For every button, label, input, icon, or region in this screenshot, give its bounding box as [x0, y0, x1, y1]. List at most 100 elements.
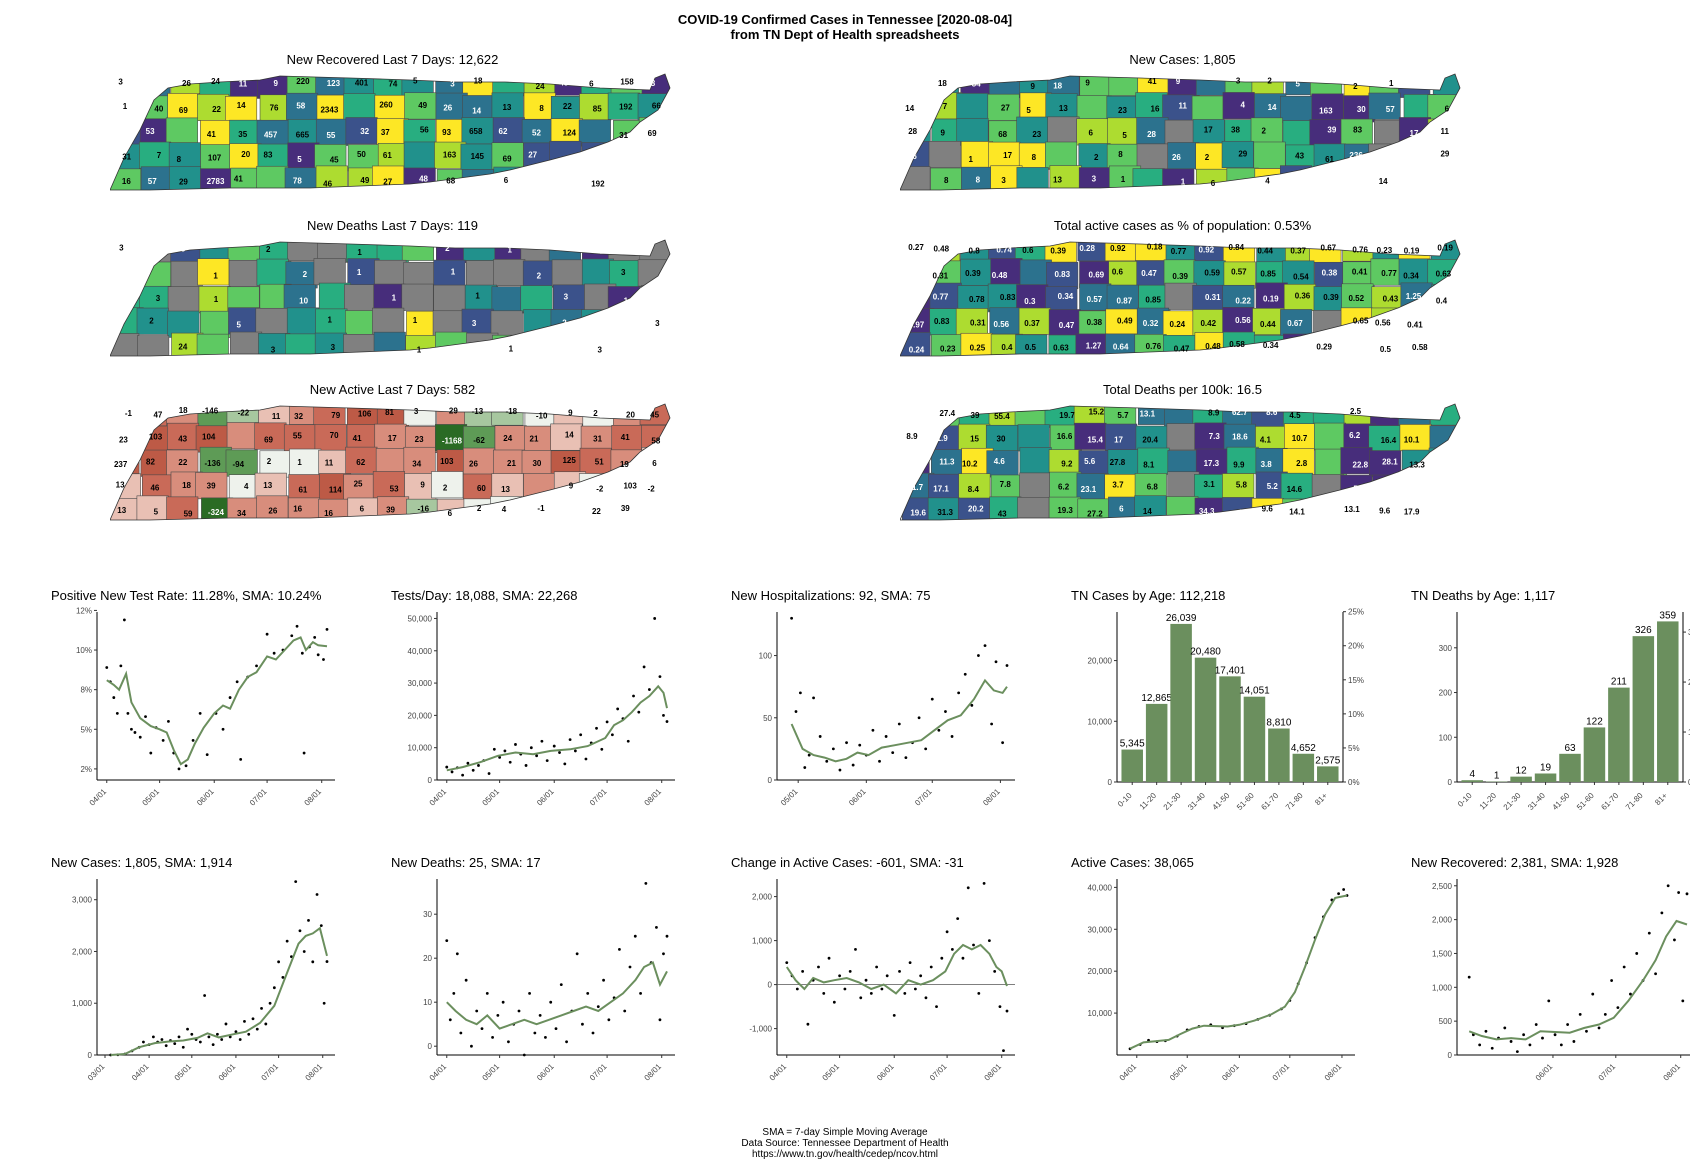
data-point [177, 1035, 181, 1039]
sma-line [790, 678, 1008, 763]
data-point [142, 1040, 145, 1044]
county-label: 29 [1238, 149, 1247, 158]
county-label: 11.3 [939, 457, 955, 466]
data-point [198, 712, 202, 715]
county-label: 0.19 [1437, 243, 1453, 252]
county-shape [1430, 404, 1460, 426]
county-label: 0.34 [1403, 271, 1419, 280]
data-point [533, 1031, 537, 1035]
data-point [485, 992, 489, 995]
county-label: 0.67 [1321, 243, 1337, 252]
y-tick-label: 2,500 [1432, 882, 1453, 891]
county-label: 41 [234, 174, 243, 183]
county-label: 8 [976, 176, 981, 185]
data-point [126, 712, 130, 715]
county-label: 665 [296, 130, 310, 139]
county-label: 1 [507, 245, 512, 254]
county-label: 2 [443, 484, 448, 493]
county-label: 114 [329, 485, 342, 494]
data-point [838, 768, 842, 772]
map-activepct: 0.27 0.48 0.8 0.74 0.6 0.39 0.28 0.92 0.18 0.77 0.… [900, 239, 1461, 357]
county-label: 15 [970, 434, 979, 443]
county-label: 0.76 [1146, 342, 1162, 351]
bar-value-label: 19 [1540, 763, 1552, 774]
county-label: 17.1 [933, 485, 949, 494]
county-label: 0.37 [1290, 247, 1306, 256]
county-shape [227, 240, 260, 263]
county-label: 50 [357, 150, 366, 159]
county-label: 0.34 [1263, 341, 1279, 350]
county-label: 1.25 [1406, 292, 1422, 301]
county-shape [1432, 331, 1460, 356]
county-label: 30 [1357, 105, 1366, 114]
county-label: 31 [593, 435, 602, 444]
data-point [480, 1027, 484, 1030]
county-label: 18 [938, 79, 947, 88]
county-label: 9 [569, 482, 574, 491]
county-label: 5.2 [1267, 482, 1279, 491]
county-label: 2 [266, 245, 271, 254]
data-point [119, 664, 123, 668]
county-label: 8.9 [906, 432, 918, 441]
county-shape [462, 447, 496, 475]
chart-title-cases_age: TN Cases by Age: 112,218 [1071, 588, 1226, 603]
data-point [817, 965, 820, 969]
county-label: 58 [651, 436, 660, 445]
county-label: 16 [324, 509, 333, 518]
county-label: 0.44 [1260, 320, 1276, 329]
county-shape [522, 260, 555, 288]
data-point [633, 934, 637, 938]
data-point [508, 760, 512, 764]
county-label: 11 [325, 459, 334, 468]
county-label: 17 [1003, 151, 1012, 160]
x-tick-label: 05/01 [1168, 1062, 1189, 1083]
county-label: 0.56 [994, 320, 1010, 329]
county-label: 11 [272, 412, 281, 421]
county-shape [372, 307, 405, 335]
county-shape [1166, 496, 1199, 520]
county-label: 62.7 [1232, 408, 1248, 417]
data-point [173, 1042, 177, 1046]
county-shape [637, 496, 670, 520]
county-shape [1341, 168, 1374, 190]
county-label: 9.6 [1262, 504, 1274, 513]
county-shape [199, 310, 233, 338]
data-point [234, 1030, 238, 1034]
county-label: 0.48 [1205, 342, 1221, 351]
y2-tick-label: 25% [1348, 608, 1364, 617]
county-shape [641, 447, 670, 475]
county-label: 1 [1411, 174, 1416, 183]
county-label: 27.2 [1087, 509, 1103, 518]
county-label: 17.9 [1404, 507, 1420, 516]
county-label: 6.2 [1349, 431, 1361, 440]
data-point [224, 1022, 228, 1026]
data-point [848, 970, 852, 973]
data-point [581, 1022, 584, 1026]
bar-value-label: 12 [1516, 766, 1528, 777]
county-label: 69 [179, 106, 188, 115]
y-tick-label: 40,000 [1088, 883, 1113, 892]
data-point [935, 1005, 938, 1008]
county-label: 0.78 [969, 295, 985, 304]
data-point [930, 697, 934, 701]
chart-deaths_age: 0 100 200 300 0% 10% 20% 30% 4 0-10 1 11-20 12 21-30 1… [1439, 610, 1690, 811]
county-label: 3 [181, 244, 186, 253]
data-point [1635, 952, 1639, 955]
county-label: 0.41 [1407, 320, 1423, 329]
county-label: 3 [450, 80, 455, 89]
bar-61-70 [1268, 728, 1290, 782]
data-point [961, 956, 965, 960]
county-shape [1016, 284, 1049, 312]
data-point [552, 744, 556, 748]
bar-11-20 [1145, 703, 1168, 782]
county-shape [460, 143, 493, 171]
county-shape [1163, 259, 1196, 287]
x-tick-label: 08/01 [1323, 1062, 1344, 1083]
county-label: 0.24 [909, 346, 925, 355]
county-label: 797 [558, 175, 572, 184]
county-shape [110, 168, 142, 190]
county-shape [494, 425, 527, 453]
county-shape [607, 92, 640, 120]
data-point [891, 751, 895, 755]
county-shape [256, 165, 289, 190]
